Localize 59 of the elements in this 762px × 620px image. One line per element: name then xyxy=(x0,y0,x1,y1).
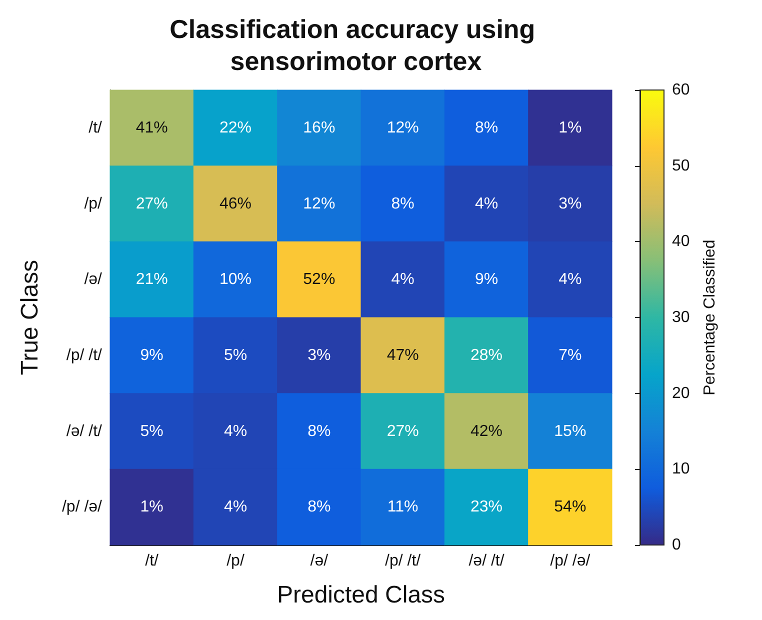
data-label: 4% xyxy=(224,422,248,440)
data-label: 8% xyxy=(391,195,414,212)
x-tick-label: /ə/ xyxy=(310,552,329,570)
data-label: 21% xyxy=(136,271,168,288)
data-label: 8% xyxy=(308,422,331,440)
y-tick-label: /p/ /t/ xyxy=(66,346,103,364)
data-label: 47% xyxy=(386,346,419,364)
data-label: 42% xyxy=(470,422,503,440)
x-tick-label: /p/ xyxy=(226,552,245,570)
data-label: 1% xyxy=(558,119,582,136)
chart-title: Classification accuracy using sensorimotor cortex xyxy=(170,14,542,76)
data-label: 4% xyxy=(474,195,498,212)
data-label: 12% xyxy=(386,119,419,136)
data-label: 27% xyxy=(136,195,168,212)
y-tick-label: /p/ /ə/ xyxy=(62,498,103,516)
data-label: 4% xyxy=(391,271,414,288)
data-label: 22% xyxy=(219,119,252,136)
color-bar-title: Percentage Classified xyxy=(702,240,718,396)
data-label: 10% xyxy=(219,271,252,288)
data-label: 41% xyxy=(136,119,168,136)
color-bar-label: 30 xyxy=(672,309,690,326)
x-axis-title: Predicted Class xyxy=(276,582,446,608)
color-bar-label: 0 xyxy=(672,536,681,554)
data-label: 7% xyxy=(558,346,582,364)
y-tick-label: /p/ xyxy=(84,195,103,212)
y-axis-title: True Class xyxy=(16,260,44,376)
data-label: 27% xyxy=(386,422,419,440)
y-tick-label: /ə/ /t/ xyxy=(66,422,103,440)
data-label: 4% xyxy=(224,498,248,516)
data-label: 8% xyxy=(474,119,498,136)
data-label: 3% xyxy=(558,195,582,212)
data-label: 28% xyxy=(470,346,503,364)
data-label: 3% xyxy=(308,346,331,364)
x-tick-label: /p/ /ə/ xyxy=(550,552,591,570)
data-label: 1% xyxy=(140,498,164,516)
data-label: 8% xyxy=(308,498,331,516)
y-tick-label: /ə/ xyxy=(84,271,103,288)
data-label: 46% xyxy=(219,195,252,212)
data-label: 5% xyxy=(224,346,248,364)
x-tick-label: /ə/ /t/ xyxy=(468,552,505,570)
data-label: 4% xyxy=(558,271,582,288)
color-bar-label: 60 xyxy=(672,82,690,98)
x-tick-label: /p/ /t/ xyxy=(385,552,422,570)
color-bar-label: 10 xyxy=(672,460,690,478)
data-label: 9% xyxy=(474,271,498,288)
data-label: 5% xyxy=(140,422,164,440)
data-label: 12% xyxy=(303,195,336,212)
data-label: 23% xyxy=(470,498,503,516)
x-tick-label: /t/ xyxy=(145,552,160,570)
data-label: 9% xyxy=(140,346,164,364)
data-label: 52% xyxy=(303,271,336,288)
color-bar-label: 20 xyxy=(672,384,690,402)
data-label: 15% xyxy=(554,422,586,440)
data-label: 11% xyxy=(387,498,418,516)
data-label: 16% xyxy=(303,119,336,136)
y-tick-label: /t/ xyxy=(88,119,103,136)
data-label: 54% xyxy=(554,498,586,516)
color-bar-label: 40 xyxy=(672,233,690,250)
color-bar-label: 50 xyxy=(672,157,690,174)
